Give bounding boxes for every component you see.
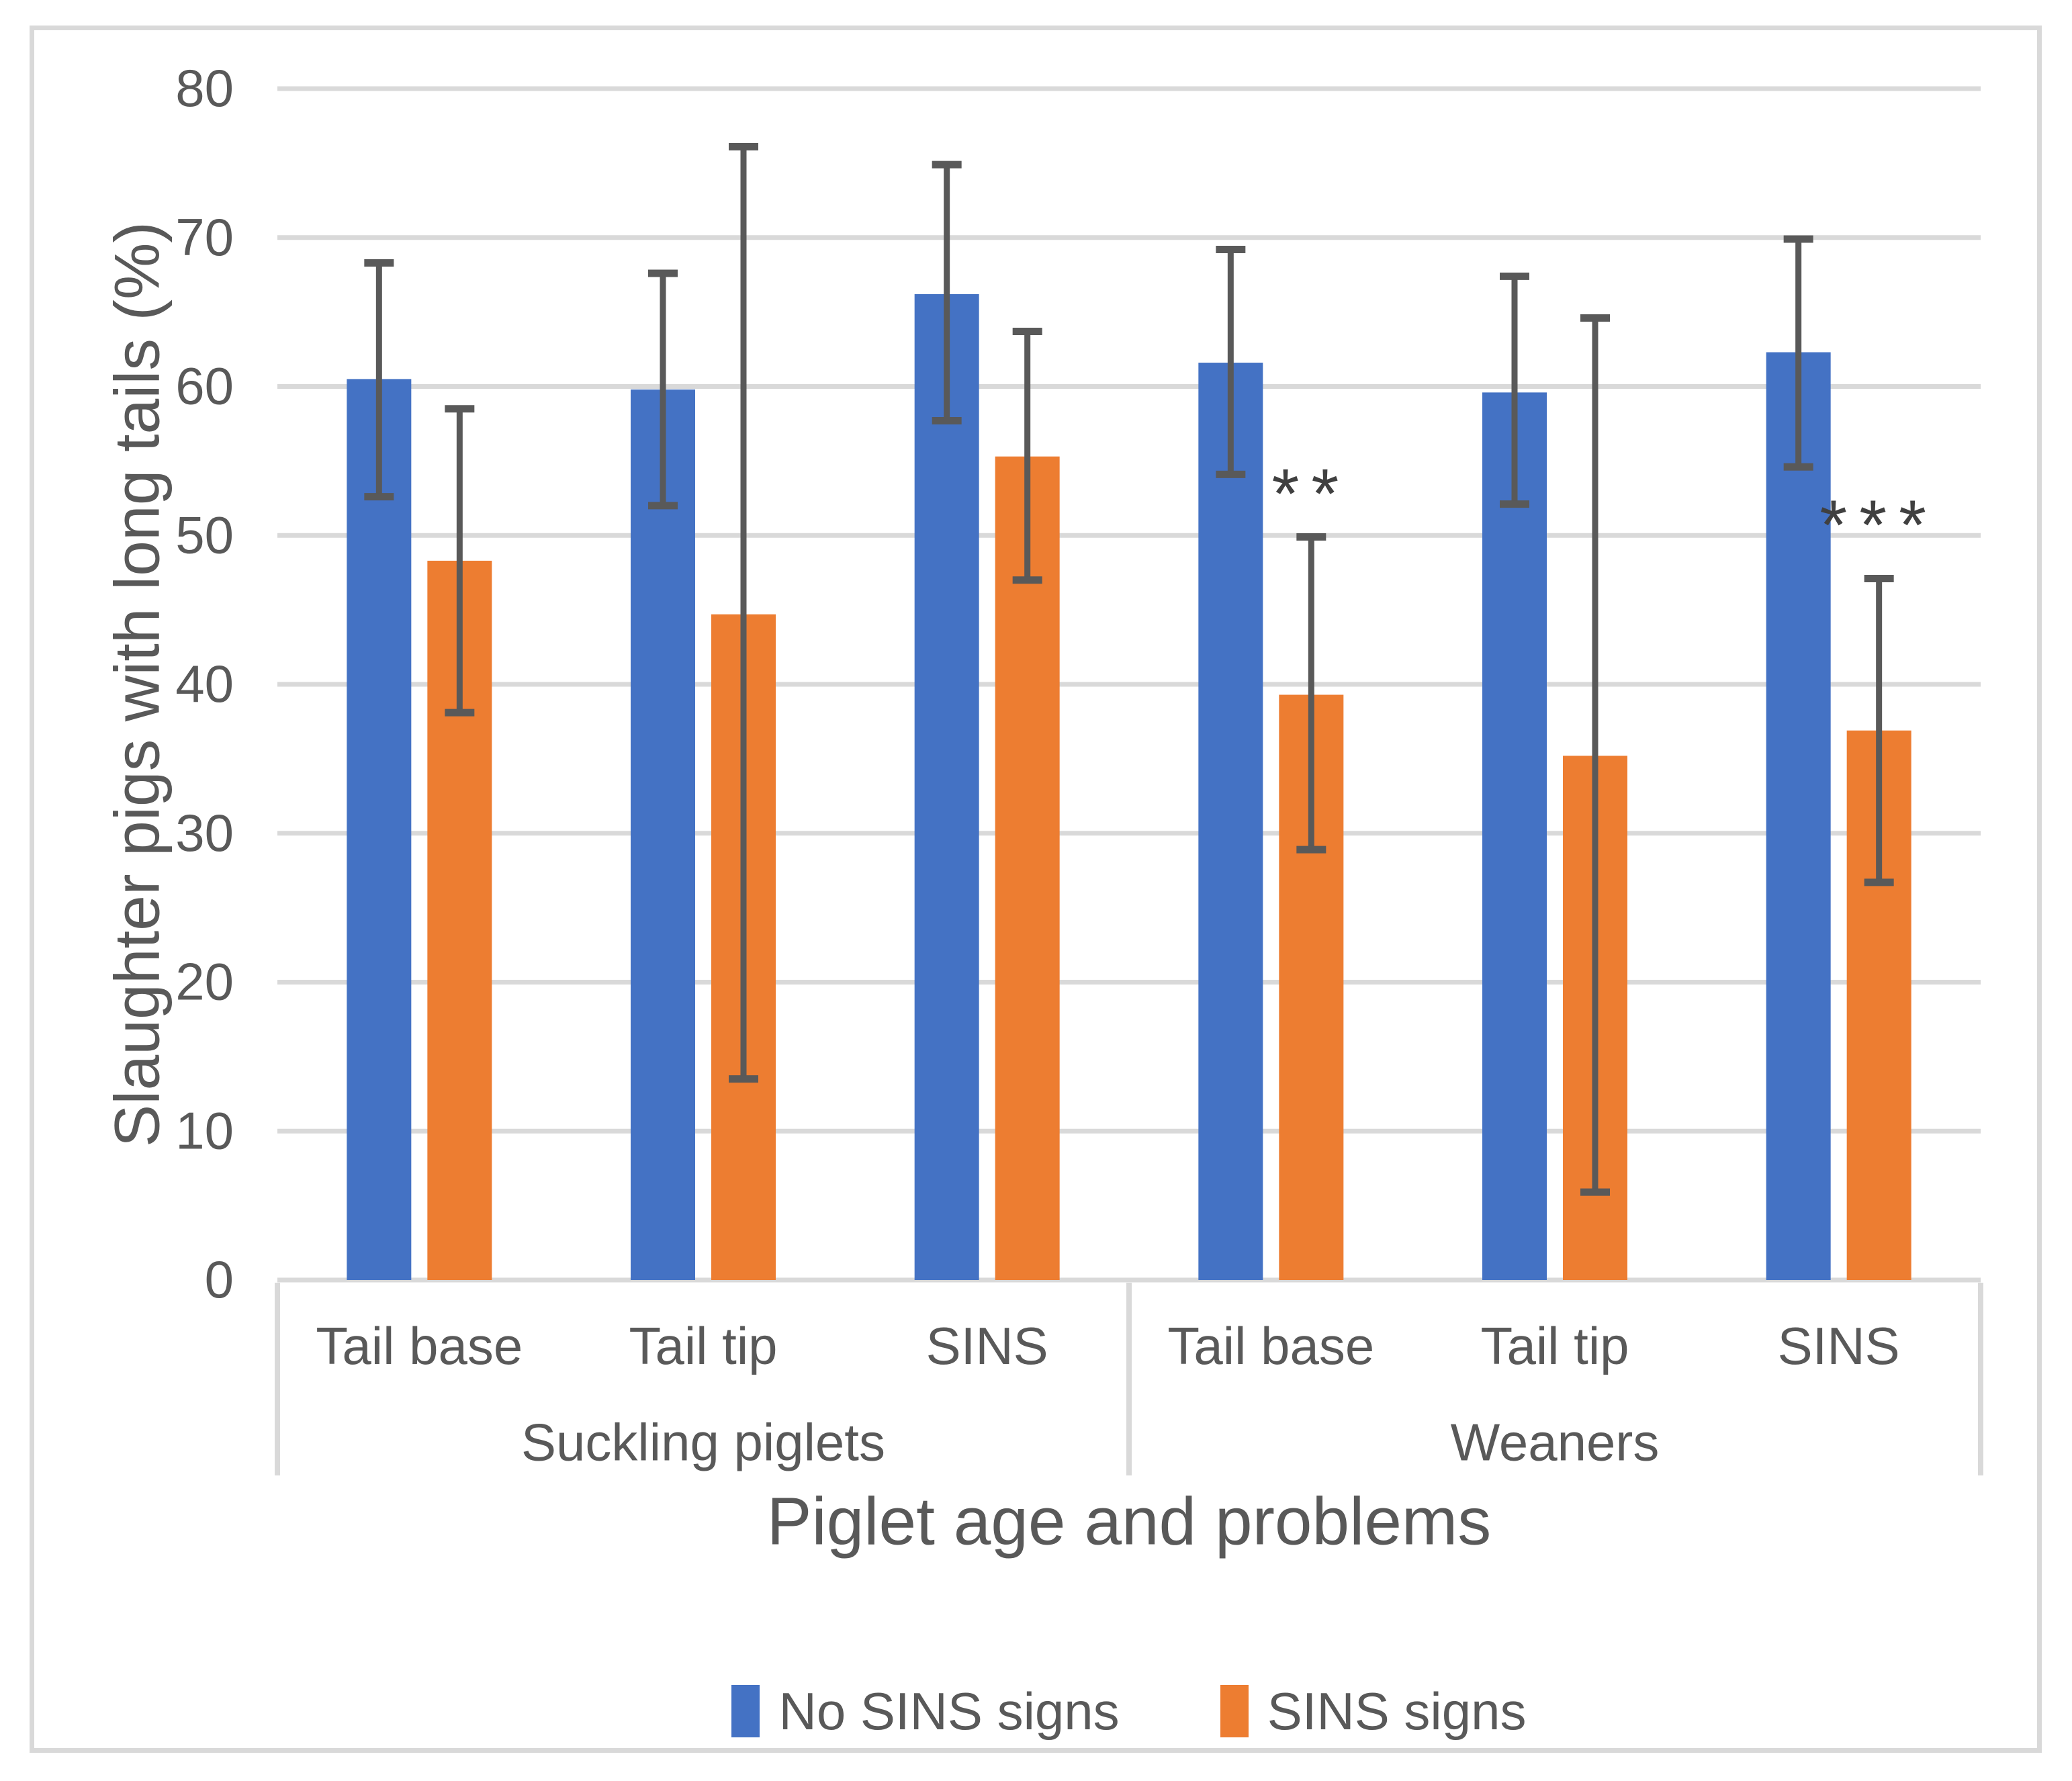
y-tick-label-60: 60 bbox=[175, 357, 234, 416]
y-tick-label-80: 80 bbox=[175, 58, 234, 118]
bar-no-sins-signs-tail-base-3 bbox=[1198, 363, 1263, 1280]
y-tick-label-70: 70 bbox=[175, 208, 234, 267]
bar-sins-signs-sins-2 bbox=[995, 456, 1060, 1281]
group-label-suckling-piglets: Suckling piglets bbox=[521, 1412, 885, 1472]
bar-no-sins-signs-tail-tip-1 bbox=[631, 389, 695, 1280]
y-tick-label-20: 20 bbox=[175, 952, 234, 1011]
y-tick-label-0: 0 bbox=[205, 1250, 234, 1309]
legend-item-no-sins-signs: No SINS signs bbox=[731, 1682, 1120, 1741]
bar-no-sins-signs-tail-base-0 bbox=[347, 379, 412, 1280]
y-tick-label-30: 30 bbox=[175, 803, 234, 862]
bar-no-sins-signs-tail-tip-4 bbox=[1482, 392, 1547, 1280]
y-tick-label-10: 10 bbox=[175, 1101, 234, 1160]
category-label-tail-base-3: Tail base bbox=[1167, 1316, 1374, 1375]
figure-border bbox=[30, 26, 2042, 1753]
legend-item-sins-signs: SINS signs bbox=[1220, 1685, 1527, 1737]
y-tick-label-40: 40 bbox=[175, 654, 234, 713]
legend-label-sins-signs: SINS signs bbox=[1267, 1682, 1527, 1741]
category-label-sins-2: SINS bbox=[926, 1316, 1048, 1375]
category-label-tail-tip-4: Tail tip bbox=[1480, 1316, 1629, 1375]
legend-swatch-no-sins-signs bbox=[731, 1685, 760, 1737]
group-label-weaners: Weaners bbox=[1450, 1412, 1660, 1472]
y-tick-label-50: 50 bbox=[175, 505, 234, 564]
legend: No SINS signs SINS signs bbox=[277, 1678, 1981, 1745]
legend-label-no-sins-signs: No SINS signs bbox=[778, 1682, 1120, 1741]
legend-swatch-sins-signs bbox=[1220, 1685, 1249, 1737]
bar-no-sins-signs-sins-5 bbox=[1766, 352, 1831, 1280]
x-axis-title: Piglet age and problems bbox=[766, 1483, 1492, 1559]
category-label-tail-base-0: Tail base bbox=[316, 1316, 523, 1375]
bar-no-sins-signs-sins-2 bbox=[914, 294, 979, 1280]
category-label-sins-5: SINS bbox=[1778, 1316, 1900, 1375]
y-axis-title: Slaughter pigs with long tails (%) bbox=[101, 221, 173, 1148]
significance-mark-1: *** bbox=[1819, 486, 1938, 565]
category-label-tail-tip-1: Tail tip bbox=[629, 1316, 777, 1375]
significance-mark-0: ** bbox=[1271, 455, 1351, 533]
